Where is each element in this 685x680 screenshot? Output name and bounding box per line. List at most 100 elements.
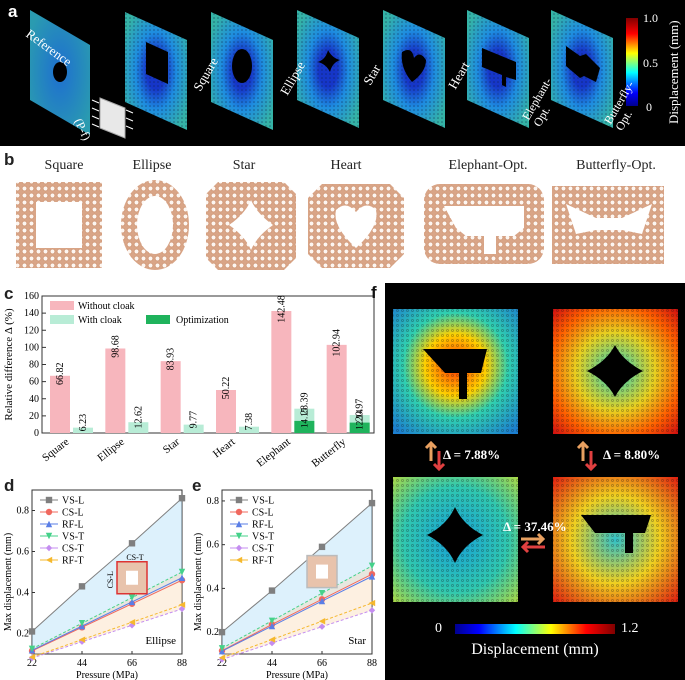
panel-f: f Δ = 7.88% Δ = 8.80% Δ = 37.46% 0 1.2 D… [371,283,685,680]
bar-label-with-cloak: 12.62 [133,406,144,429]
legend-label: VS-T [62,532,84,543]
bar-label-with-cloak: 7.38 [244,413,255,431]
y-tick-label: 60 [29,377,39,388]
elephant-plate [467,10,529,128]
marker-square [318,543,326,551]
y-tick-label: 0.2 [207,627,220,638]
star-plate [297,10,359,128]
x-tick-label: 22 [217,658,227,669]
category-label: Star [161,436,183,457]
marker-square [235,496,243,504]
marker-circle [45,508,53,516]
chart-e: 0.2 0.4 0.6 0.8 22 44 66 88 Pressure (MPa) Max di… [193,489,377,680]
marker-square [368,499,376,507]
pf-icon [91,97,134,139]
marker-triangle-down [78,620,86,627]
marker-triangle-down [268,617,276,624]
bar-label-with-cloak: 6.23 [78,414,89,432]
y-tick-label: 0.8 [207,496,220,507]
heart-plate [383,10,445,128]
lattice-ellipse [121,180,189,270]
lattice-star [206,182,296,270]
colorbar-f-min: 0 [435,621,442,636]
b-title-heart: Heart [330,158,362,173]
category-label: Ellipse [95,436,127,464]
marker-triangle-up [368,573,376,580]
f-top-left-plate [393,309,518,434]
colorbar-title-a: Displacement (mm) [666,20,681,124]
marker-triangle-down [235,532,243,540]
y-axis-label: Relative difference Δ (%) [3,308,15,421]
panel-a: a Reference (P-f) Square Ellipse Star He… [0,0,685,146]
bar-optimization [294,420,315,433]
colorbar-tick-min: 0 [646,100,652,114]
panel-label-e: e [192,476,202,495]
marker-triangle-left [268,636,276,643]
marker-triangle-left [235,556,243,564]
bar-without-cloak [216,389,236,433]
panel-f-art [393,309,678,634]
marker-circle [235,508,243,516]
lattice-butterfly [552,186,664,264]
chart-annotation: Star [348,635,366,647]
legend-label: VS-L [252,496,274,507]
marker-triangle-left [45,556,53,564]
colorbar-f-title: Displacement (mm) [471,641,599,658]
b-title-ellipse: Ellipse [132,158,172,173]
marker-triangle-left [218,654,226,661]
bar-label-without-cloak: 50.22 [221,377,232,400]
f-arrow-right [576,440,598,472]
y-axis-label: Max displacement (mm) [193,533,204,631]
bar-label-with-cloak: 20.97 [355,399,366,422]
legend-label: RF-T [252,556,274,567]
y-tick-label: 0.4 [17,588,30,599]
x-tick-label: 22 [27,658,37,669]
legend-label: RF-L [252,520,274,531]
y-tick-label: 20 [29,411,39,422]
f-arrow-left [424,440,446,472]
legend-label-without-cloak: Without cloak [78,301,135,312]
lattice-square [16,182,102,268]
bar-without-cloak [271,311,292,433]
marker-square [78,583,86,590]
panel-label-d: d [4,476,15,495]
x-tick-label: 66 [317,658,327,669]
marker-square [45,496,53,504]
y-tick-label: 40 [29,394,39,405]
f-bottom-left-plate [393,477,518,602]
y-tick-label: 160 [24,291,39,302]
b-title-elephant: Elephant-Opt. [448,158,528,173]
bar-label-without-cloak: 98.68 [110,335,121,358]
series-line [221,573,373,652]
marker-triangle-up [268,622,276,630]
x-tick-label: 88 [367,658,377,669]
y-tick-label: 0.8 [17,506,30,517]
y-tick-label: 0.6 [17,547,30,558]
marker-triangle-left [28,653,36,661]
inset-hole [126,570,138,585]
bar-label-with-cloak: 9.77 [189,411,200,429]
delta-center: Δ = 37.46% [503,519,567,534]
bar-label-without-cloak: 102.94 [332,329,343,356]
bar-with-cloak [239,426,259,433]
marker-diamond [45,544,53,552]
x-tick-label: 88 [177,658,187,669]
marker-triangle-up [318,597,326,605]
marker-triangle-up [45,520,53,528]
bar-with-cloak [128,422,149,433]
marker-triangle-up [235,520,243,528]
reference-plate [30,10,90,135]
legend-label: CS-T [252,544,274,555]
category-label: Square [40,436,72,464]
series-line [221,502,373,633]
b-title-square: Square [44,158,84,173]
marker-triangle-left [368,599,376,607]
marker-triangle-left [78,636,86,643]
series-line [31,604,183,658]
legend-label: CS-T [62,544,84,555]
bar-without-cloak [105,348,126,433]
legend-label: RF-T [62,556,84,567]
colorbar-f [455,624,615,634]
category-label: Butterfly [309,436,348,470]
panel-label-b: b [4,150,15,169]
